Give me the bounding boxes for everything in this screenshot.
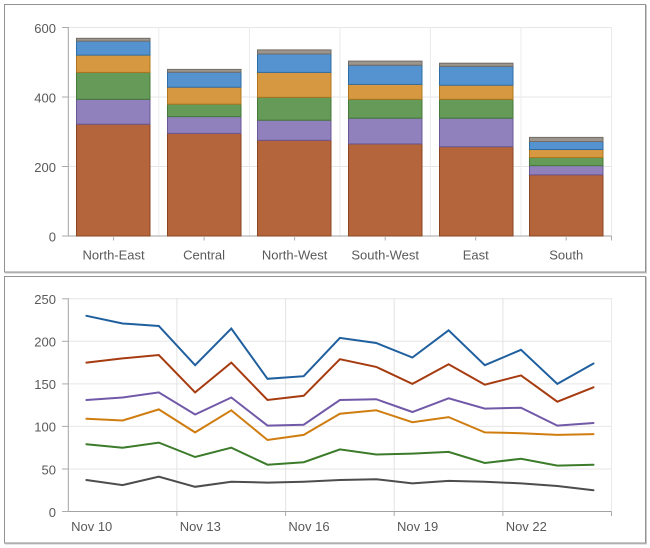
- svg-text:0: 0: [49, 229, 56, 244]
- svg-text:0: 0: [49, 505, 56, 520]
- svg-text:East: East: [463, 248, 489, 263]
- svg-text:50: 50: [42, 462, 56, 477]
- svg-text:South: South: [549, 248, 583, 263]
- svg-text:Nov 19: Nov 19: [397, 519, 438, 534]
- svg-text:Nov 16: Nov 16: [288, 519, 329, 534]
- svg-text:150: 150: [34, 377, 56, 392]
- svg-text:North-West: North-West: [262, 248, 328, 263]
- svg-text:200: 200: [34, 335, 56, 350]
- svg-text:North-East: North-East: [83, 248, 146, 263]
- svg-text:Nov 22: Nov 22: [506, 519, 547, 534]
- svg-text:400: 400: [34, 90, 56, 105]
- svg-text:250: 250: [34, 292, 56, 307]
- svg-text:200: 200: [34, 160, 56, 175]
- svg-text:South-West: South-West: [351, 248, 419, 263]
- svg-text:Central: Central: [183, 248, 225, 263]
- svg-text:Nov 13: Nov 13: [180, 519, 221, 534]
- svg-text:600: 600: [34, 21, 56, 36]
- svg-text:Nov 10: Nov 10: [71, 519, 112, 534]
- svg-text:100: 100: [34, 420, 56, 435]
